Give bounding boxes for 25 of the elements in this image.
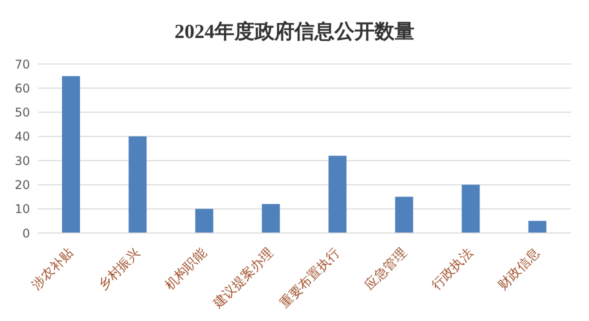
x-tick-label: 财政信息: [496, 246, 544, 294]
chart-title: 2024年度政府信息公开数量: [174, 20, 416, 45]
bar: [128, 136, 147, 233]
y-tick-label: 60: [14, 81, 30, 96]
bar: [395, 196, 414, 233]
y-tick-label: 40: [14, 130, 30, 144]
y-tick-label: 0: [22, 226, 30, 240]
x-tick-label: 建议提案办理: [209, 245, 277, 312]
x-tick-label: 应急管理: [362, 245, 410, 294]
y-tick-label: 50: [14, 106, 30, 120]
bar: [262, 204, 280, 233]
x-tick-label: 重要布置执行: [277, 246, 344, 312]
bar: [62, 76, 80, 233]
x-tick-label: 乡村振兴: [96, 246, 144, 294]
bar: [195, 208, 214, 233]
x-tick-label: 机构职能: [162, 246, 210, 294]
bar: [462, 184, 480, 233]
y-tick-label: 70: [14, 57, 30, 72]
y-tick-label: 20: [14, 178, 30, 192]
y-tick-label: 10: [14, 202, 30, 216]
bar: [328, 156, 346, 233]
x-tick-label: 行政执法: [429, 246, 476, 294]
y-tick-label: 30: [14, 154, 30, 168]
x-tick-label: 涉农补贴: [29, 246, 77, 294]
bar: [528, 220, 546, 233]
